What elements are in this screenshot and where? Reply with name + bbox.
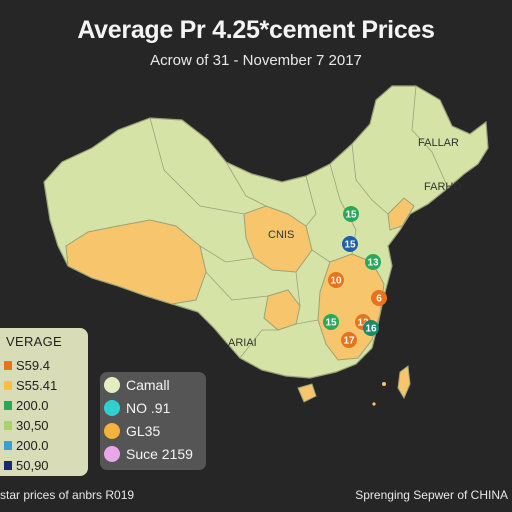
- legend-swatch: [4, 401, 12, 410]
- svg-text:6: 6: [376, 294, 382, 305]
- legend-title: VERAGE: [6, 334, 62, 349]
- legend-item: S59.4: [4, 358, 50, 373]
- legend-item: 30,50: [4, 418, 49, 433]
- legend-item-label: 50,90: [16, 458, 49, 473]
- legend-item-label: NO .91: [126, 400, 171, 416]
- legend-item-label: Camall: [126, 377, 170, 393]
- legend-item: 200.0: [4, 438, 49, 453]
- legend-dot: [104, 446, 120, 462]
- legend-item-label: Suce 2159: [126, 446, 193, 462]
- price-marker[interactable]: 16: [363, 320, 379, 336]
- legend-swatch: [4, 421, 12, 430]
- price-markers: 15 15 13 10 6 15 12 16: [323, 206, 387, 348]
- svg-text:12: 12: [357, 318, 369, 329]
- price-marker[interactable]: 10: [328, 272, 344, 288]
- page-subtitle: Acrow of 31 - November 7 2017: [150, 52, 362, 69]
- average-price-legend: VERAGE S59.4 S55.41 200.0 30,50 200.0 50…: [0, 328, 88, 476]
- credit-note: Sprenging Sepwer of CHINA: [355, 488, 508, 502]
- map-label-cnis: CNIS: [268, 229, 294, 241]
- svg-text:15: 15: [325, 318, 337, 329]
- svg-text:13: 13: [367, 258, 379, 269]
- price-marker[interactable]: 6: [371, 290, 387, 306]
- svg-text:15: 15: [345, 210, 357, 221]
- legend-item: Suce 2159: [104, 446, 193, 462]
- legend-dot: [104, 423, 120, 439]
- map-label-fallar: FALLAR: [418, 137, 459, 149]
- legend-item: 50,90: [4, 458, 49, 473]
- legend-item-label: 200.0: [16, 398, 49, 413]
- island: [372, 402, 376, 406]
- map-label-farhd: FARHD: [424, 181, 461, 193]
- price-marker[interactable]: 13: [365, 254, 381, 270]
- legend-swatch: [4, 361, 12, 370]
- price-marker[interactable]: 15: [342, 236, 358, 252]
- legend-item: NO .91: [104, 400, 170, 416]
- legend-item: Camall: [104, 377, 170, 393]
- page-title: Average Pr 4.25*cement Prices: [77, 16, 435, 44]
- svg-text:10: 10: [330, 276, 342, 287]
- price-marker[interactable]: 15: [343, 206, 359, 222]
- central-highlight-region: [243, 205, 313, 273]
- legend-item-label: S55.41: [16, 378, 58, 393]
- legend-item: 200.0: [4, 398, 49, 413]
- price-marker[interactable]: 15: [323, 314, 339, 330]
- legend-swatch: [4, 441, 12, 450]
- svg-text:15: 15: [344, 240, 356, 251]
- map-label-ariai: ARIAI: [228, 337, 257, 349]
- province-borders: [149, 85, 449, 359]
- price-marker[interactable]: 17: [341, 332, 357, 348]
- western-highlight-region: [65, 219, 207, 305]
- legend-swatch: [4, 461, 12, 470]
- legend-item-label: 30,50: [16, 418, 49, 433]
- legend-item-label: GL35: [126, 423, 161, 439]
- legend-item: S55.41: [4, 378, 57, 393]
- legend-dot: [104, 400, 120, 416]
- marker-legend: Camall NO .91 GL35 Suce 2159: [100, 372, 206, 470]
- source-note: star prices of anbrs R019: [0, 488, 135, 502]
- legend-item-label: S59.4: [16, 358, 50, 373]
- legend-swatch: [4, 381, 12, 390]
- island: [382, 382, 386, 386]
- northeast-highlight-region: [387, 197, 415, 231]
- legend-dot: [104, 377, 120, 393]
- taiwan-island: [397, 365, 411, 400]
- svg-text:16: 16: [365, 324, 377, 335]
- svg-text:17: 17: [343, 336, 355, 347]
- legend-item-label: 200.0: [16, 438, 49, 453]
- hainan-island: [297, 383, 317, 403]
- legend-item: GL35: [104, 423, 160, 439]
